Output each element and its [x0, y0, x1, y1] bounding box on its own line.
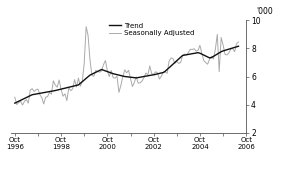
Legend: Trend, Seasonally Adjusted: Trend, Seasonally Adjusted — [109, 23, 194, 37]
Text: '000: '000 — [257, 7, 273, 16]
